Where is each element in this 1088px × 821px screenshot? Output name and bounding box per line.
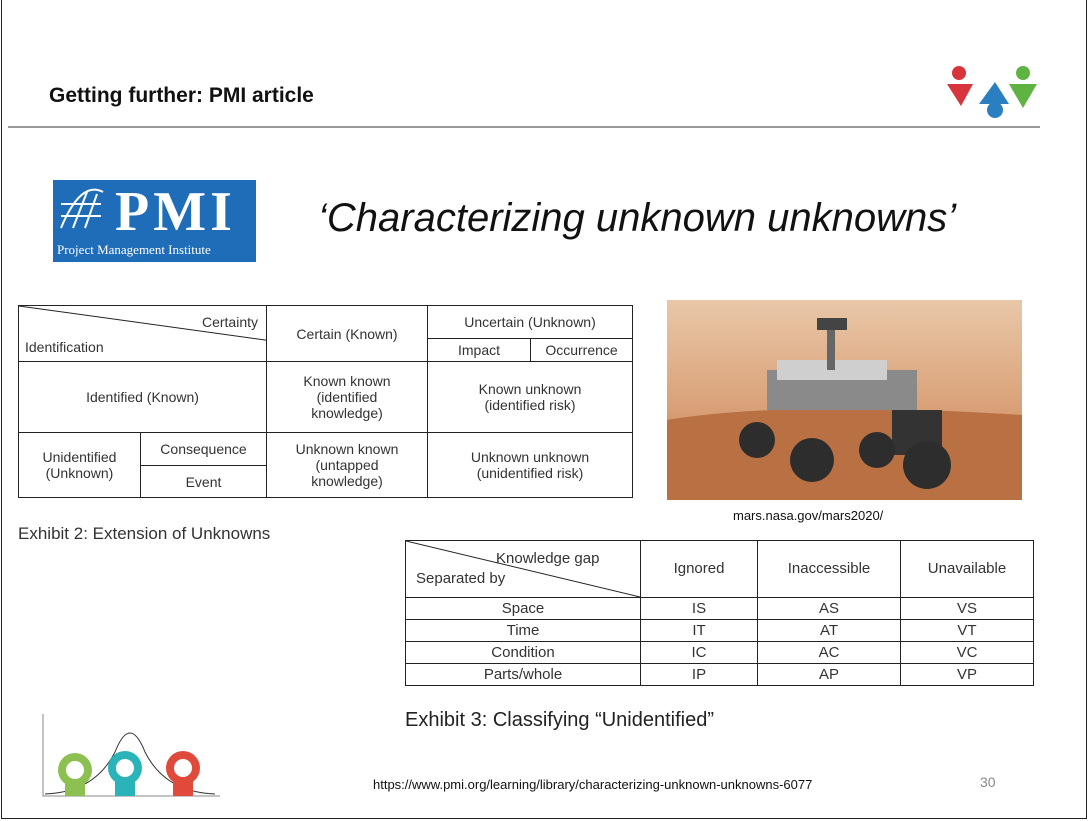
- title-rule: [8, 126, 1040, 128]
- source-url: https://www.pmi.org/learning/library/cha…: [373, 777, 813, 792]
- cell: Unidentified (Unknown): [18, 432, 141, 498]
- brand-logo: [947, 66, 1037, 118]
- page-number: 30: [980, 774, 996, 790]
- pmi-mark: PMI: [115, 181, 236, 243]
- cell: VS: [900, 597, 1034, 620]
- diagonal: [406, 541, 640, 597]
- cell: Space: [405, 597, 641, 620]
- cell: Identified (Known): [18, 361, 267, 433]
- cell: VP: [900, 663, 1034, 686]
- cell: Knowledge gap: [496, 550, 600, 567]
- cell: AS: [757, 597, 901, 620]
- cell: Impact: [427, 338, 531, 362]
- cell: Known unknown (identified risk): [427, 361, 633, 433]
- cell: Ignored: [640, 540, 758, 598]
- table-row: Condition IC AC VC: [405, 641, 1034, 664]
- cell: Inaccessible: [757, 540, 901, 598]
- globe-icon: [60, 188, 104, 229]
- cell: VT: [900, 619, 1034, 642]
- cell: AC: [757, 641, 901, 664]
- exhibit3-caption: Exhibit 3: Classifying “Unidentified”: [405, 709, 715, 731]
- diagonal: [19, 306, 266, 361]
- table-row: Time IT AT VT: [405, 619, 1034, 642]
- cell: Separated by: [416, 570, 506, 587]
- header-corner: Knowledge gap Separated by: [405, 540, 641, 598]
- cell: Uncertain (Unknown): [427, 305, 633, 339]
- cell: Certainty: [201, 314, 258, 330]
- cell: Condition: [405, 641, 641, 664]
- cell: Unavailable: [900, 540, 1034, 598]
- table-row: Space IS AS VS: [405, 597, 1034, 620]
- cell: Known known (identified knowledge): [266, 361, 428, 433]
- illustration: [42, 714, 220, 797]
- cell: Unknown known (untapped knowledge): [266, 432, 428, 498]
- header-corner: Certainty Identification: [18, 305, 267, 362]
- heads: [58, 751, 200, 796]
- cell: AP: [757, 663, 901, 686]
- cell: Identification: [25, 339, 104, 355]
- cell: Certain (Known): [266, 305, 428, 362]
- cell: Unknown unknown (unidentified risk): [427, 432, 633, 498]
- pmi-name: Project Management Institute: [57, 242, 211, 257]
- cell: VC: [900, 641, 1034, 664]
- table-row: Parts/whole IP AP VP: [405, 663, 1034, 686]
- cell: Time: [405, 619, 641, 642]
- exhibit2-table: Certainty Identification Certain (Known)…: [18, 305, 633, 498]
- cell: IC: [640, 641, 758, 664]
- cell: AT: [757, 619, 901, 642]
- cell: Parts/whole: [405, 663, 641, 686]
- pmi-logo: PMI Project Management Institute: [53, 180, 256, 262]
- cell: IS: [640, 597, 758, 620]
- rover-image: [667, 300, 1022, 500]
- headline: ‘Characterizing unknown unknowns’: [318, 196, 957, 240]
- image-caption: mars.nasa.gov/mars2020/: [733, 508, 884, 523]
- exhibit3-table: Knowledge gap Separated by Ignored Inacc…: [405, 540, 1034, 686]
- cell: Occurrence: [530, 338, 633, 362]
- slide-title: Getting further: PMI article: [49, 84, 314, 107]
- cell: Consequence: [140, 432, 267, 466]
- exhibit2-caption: Exhibit 2: Extension of Unknowns: [18, 524, 271, 543]
- cell: IT: [640, 619, 758, 642]
- cell: Event: [140, 465, 267, 498]
- cell: IP: [640, 663, 758, 686]
